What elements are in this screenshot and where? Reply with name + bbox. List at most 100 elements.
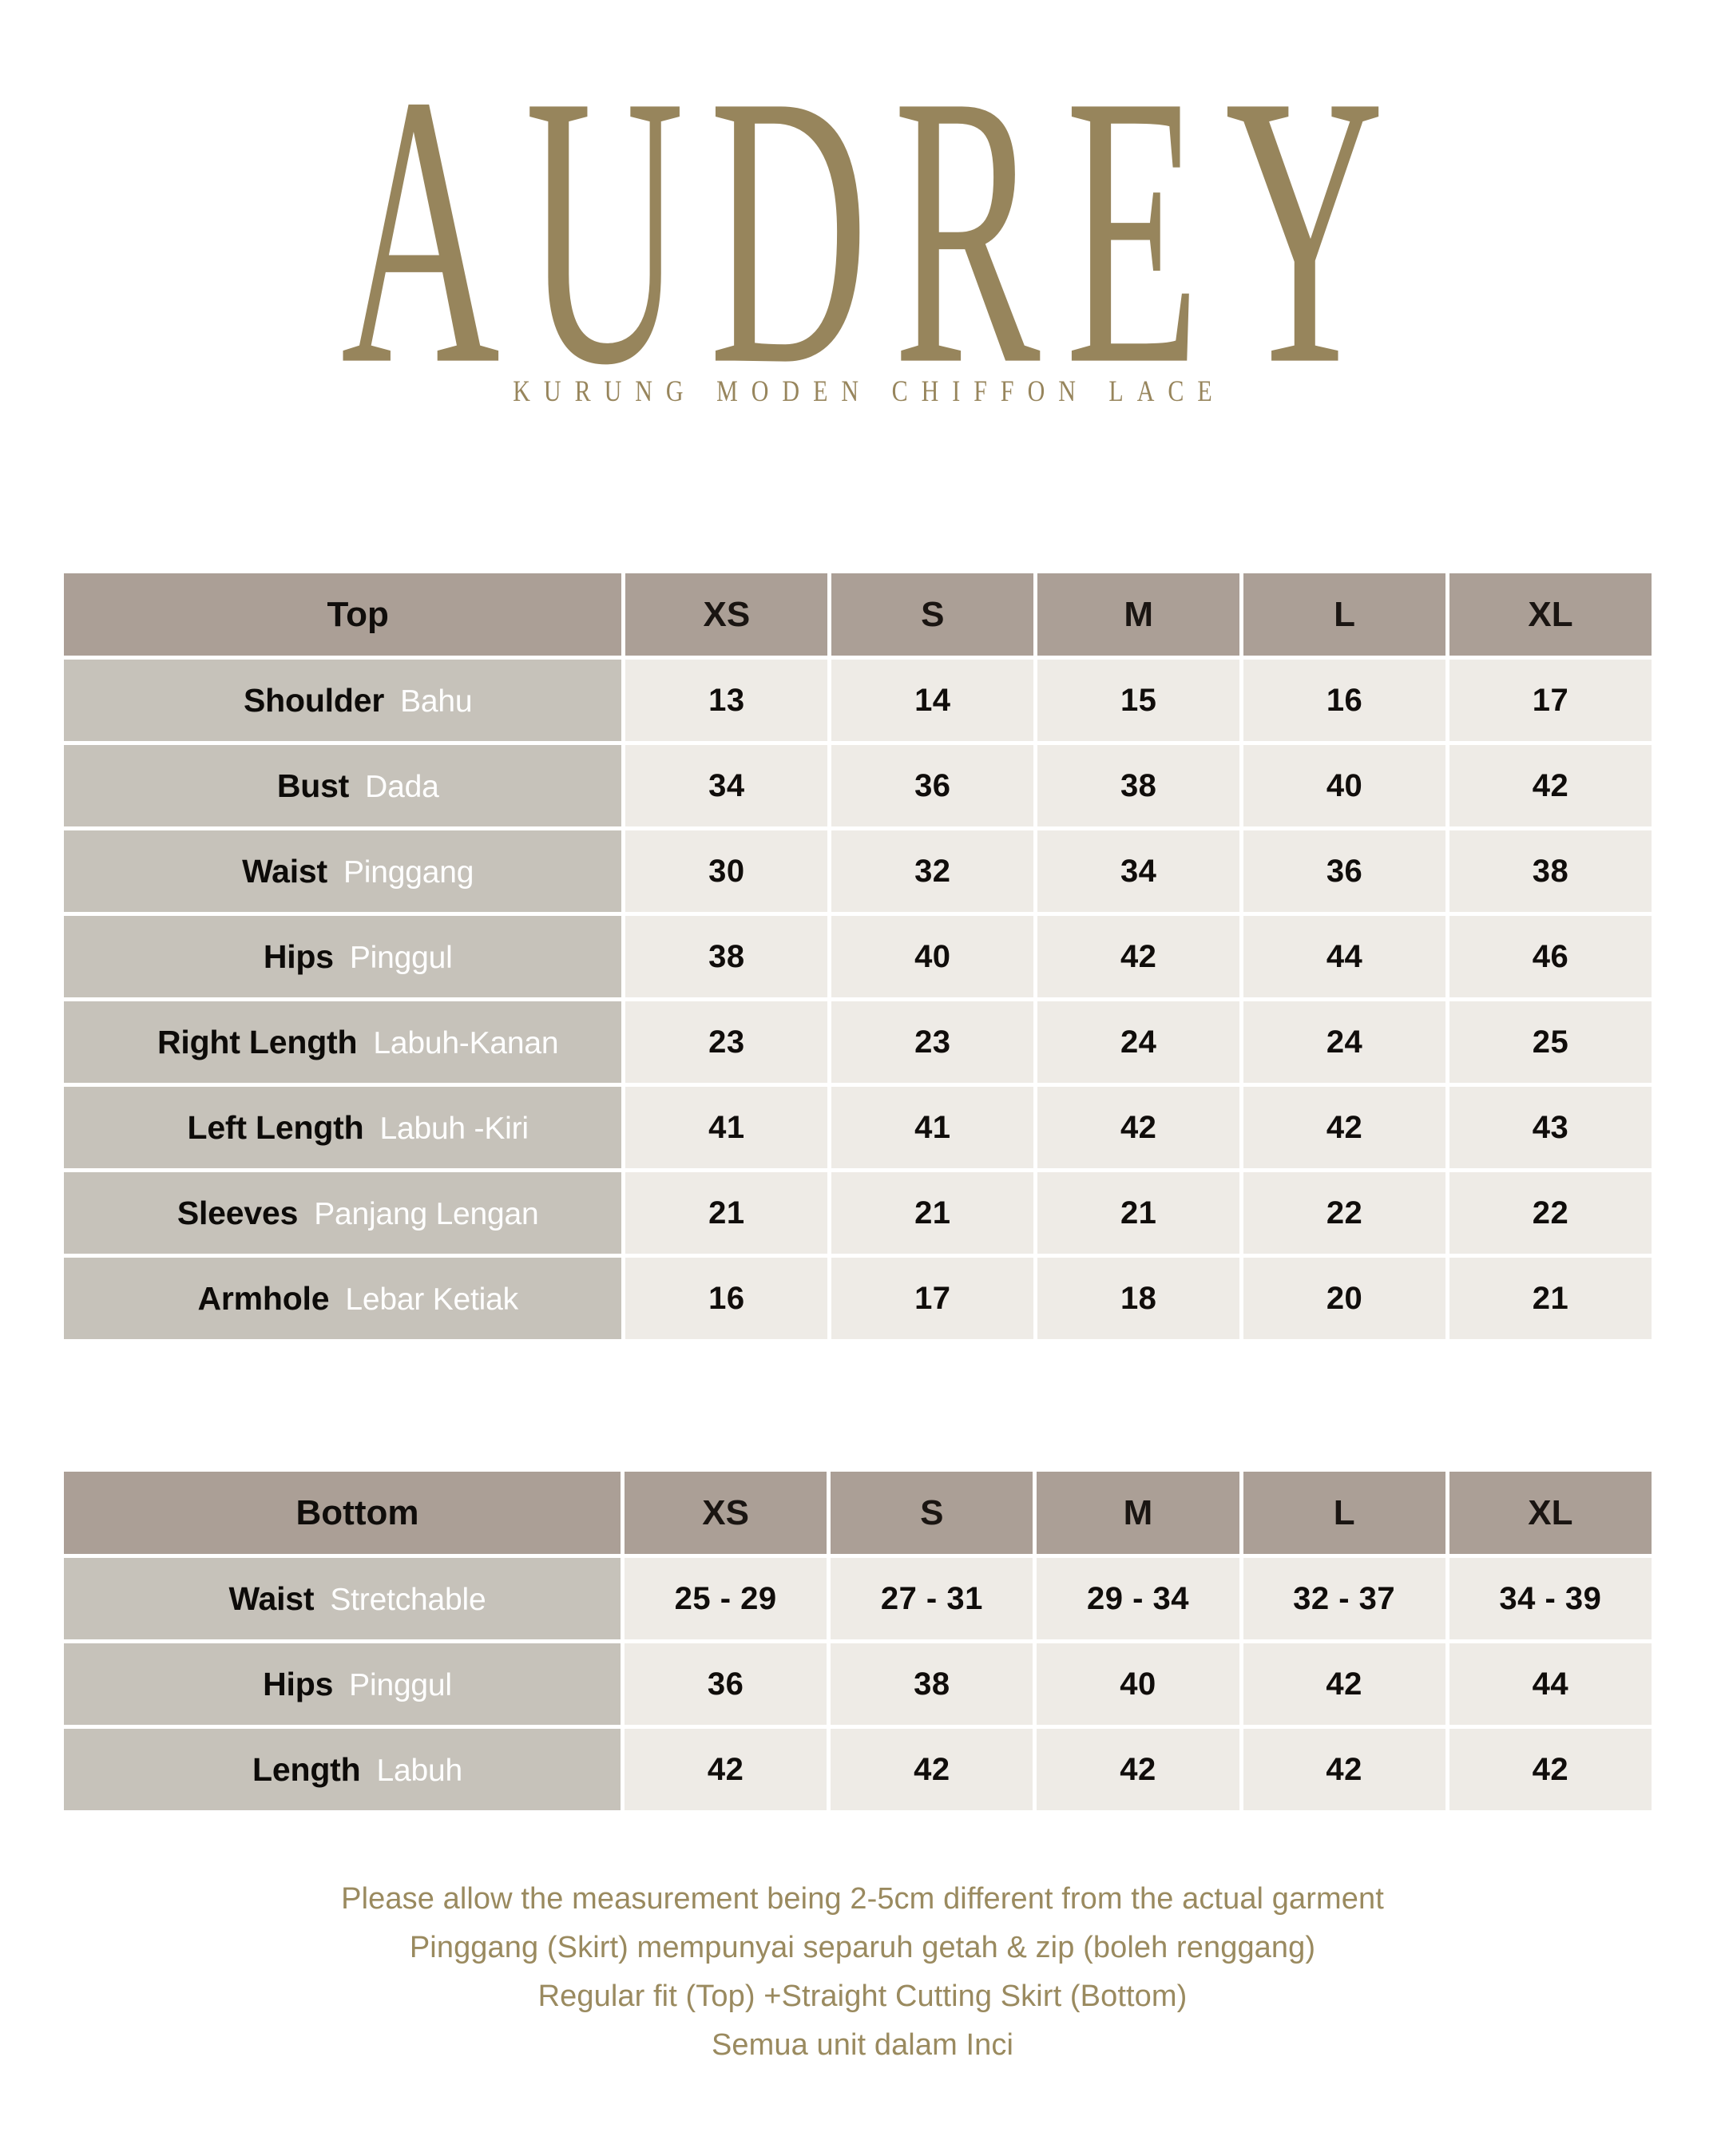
table-header-row: Bottom XS S M L XL [64, 1472, 1652, 1554]
bottom-table-head: Bottom XS S M L XL [64, 1472, 1652, 1554]
measurement-value: 36 [625, 1643, 827, 1725]
measurement-value: 22 [1449, 1172, 1652, 1254]
table-row: Shoulder Bahu 13 14 15 16 17 [64, 660, 1652, 741]
measurement-label: Right Length Labuh-Kanan [64, 1001, 622, 1083]
bottom-section-label: Bottom [64, 1472, 621, 1554]
measurement-label-ms: Pinggang [343, 854, 474, 890]
measurement-value: 36 [1243, 830, 1445, 912]
measurement-label: Length Labuh [64, 1729, 621, 1810]
measurement-value: 41 [831, 1087, 1034, 1168]
note-measurement-tolerance: Please allow the measurement being 2-5cm… [341, 1882, 1384, 1916]
note-skirt-waistband: Pinggang (Skirt) mempunyai separuh getah… [409, 1931, 1316, 1964]
bottom-size-table-container: Bottom XS S M L XL Waist Stretchable 25 -… [64, 1472, 1660, 1810]
top-table-head: Top XS S M L XL [64, 573, 1652, 656]
table-row: Length Labuh 42 42 42 42 42 [64, 1729, 1652, 1810]
measurement-value: 18 [1037, 1258, 1240, 1339]
measurement-label: Sleeves Panjang Lengan [64, 1172, 622, 1254]
measurement-value: 42 [1037, 916, 1240, 997]
measurement-label: Shoulder Bahu [64, 660, 622, 741]
measurement-label-ms: Labuh-Kanan [373, 1025, 559, 1060]
bottom-table-body: Waist Stretchable 25 - 29 27 - 31 29 - 34… [64, 1558, 1652, 1810]
column-header-m: M [1037, 1472, 1239, 1554]
measurement-label-ms: Stretchable [330, 1582, 486, 1617]
measurement-value: 46 [1449, 916, 1652, 997]
measurement-value: 34 [1037, 830, 1240, 912]
measurement-value: 21 [1449, 1258, 1652, 1339]
measurement-label: Bust Dada [64, 745, 622, 826]
measurement-label-en: Hips [263, 937, 334, 975]
measurement-value: 34 [625, 745, 828, 826]
measurement-value: 25 - 29 [625, 1558, 827, 1639]
measurement-value: 30 [625, 830, 828, 912]
measurement-value: 42 [625, 1729, 827, 1810]
table-row: Hips Pinggul 38 40 42 44 46 [64, 916, 1652, 997]
measurement-value: 20 [1243, 1258, 1445, 1339]
measurement-value: 27 - 31 [831, 1558, 1033, 1639]
measurement-value: 16 [1243, 660, 1445, 741]
measurement-value: 36 [831, 745, 1034, 826]
measurement-label-ms: Bahu [400, 684, 473, 719]
measurement-value: 24 [1243, 1001, 1445, 1083]
measurement-value: 41 [625, 1087, 828, 1168]
note-fit-description: Regular fit (Top) +Straight Cutting Skir… [537, 1980, 1188, 2013]
measurement-value: 21 [831, 1172, 1034, 1254]
measurement-value: 17 [1449, 660, 1652, 741]
table-row: Waist Pinggang 30 32 34 36 38 [64, 830, 1652, 912]
measurement-label: Waist Pinggang [64, 830, 622, 912]
measurement-value: 34 - 39 [1449, 1558, 1652, 1639]
table-row: Hips Pinggul 36 38 40 42 44 [64, 1643, 1652, 1725]
table-row: Waist Stretchable 25 - 29 27 - 31 29 - 34… [64, 1558, 1652, 1639]
column-header-l: L [1243, 573, 1445, 656]
measurement-value: 32 - 37 [1243, 1558, 1445, 1639]
measurement-value: 42 [1449, 1729, 1652, 1810]
measurement-value: 29 - 34 [1037, 1558, 1239, 1639]
column-header-xs: XS [625, 1472, 827, 1554]
measurement-value: 13 [625, 660, 828, 741]
top-size-table: Top XS S M L XL Shoulder Bahu 13 14 15 16… [60, 569, 1656, 1343]
measurement-value: 42 [1243, 1643, 1445, 1725]
measurement-value: 16 [625, 1258, 828, 1339]
table-header-row: Top XS S M L XL [64, 573, 1652, 656]
top-size-table-container: Top XS S M L XL Shoulder Bahu 13 14 15 16… [64, 573, 1660, 1339]
measurement-label: Armhole Lebar Ketiak [64, 1258, 622, 1339]
top-section-label: Top [64, 573, 622, 656]
brand-header: AUDREY KURUNG MODEN CHIFFON LACE [0, 0, 1725, 445]
column-header-xs: XS [625, 573, 828, 656]
measurement-label-ms: Labuh [376, 1753, 462, 1788]
measurement-value: 44 [1243, 916, 1445, 997]
measurement-label-en: Left Length [187, 1108, 364, 1146]
measurement-value: 23 [625, 1001, 828, 1083]
note-unit: Semua unit dalam Inci [711, 2028, 1014, 2062]
measurement-value: 24 [1037, 1001, 1240, 1083]
column-header-l: L [1243, 1472, 1445, 1554]
table-row: Sleeves Panjang Lengan 21 21 21 22 22 [64, 1172, 1652, 1254]
table-row: Right Length Labuh-Kanan 23 23 24 24 25 [64, 1001, 1652, 1083]
measurement-label-ms: Dada [365, 769, 439, 804]
measurement-value: 42 [1449, 745, 1652, 826]
measurement-label: Hips Pinggul [64, 916, 622, 997]
measurement-value: 43 [1449, 1087, 1652, 1168]
measurement-label-en: Length [252, 1750, 361, 1788]
measurement-label-en: Waist [242, 852, 327, 890]
measurement-value: 42 [1243, 1087, 1445, 1168]
measurement-value: 38 [1449, 830, 1652, 912]
brand-title: AUDREY [340, 15, 1410, 445]
measurement-value: 42 [1037, 1729, 1239, 1810]
measurement-value: 40 [1243, 745, 1445, 826]
measurement-label: Left Length Labuh -Kiri [64, 1087, 622, 1168]
measurement-value: 21 [625, 1172, 828, 1254]
measurement-value: 44 [1449, 1643, 1652, 1725]
measurement-label-en: Armhole [197, 1279, 330, 1317]
measurement-value: 38 [831, 1643, 1033, 1725]
measurement-value: 42 [831, 1729, 1033, 1810]
column-header-m: M [1037, 573, 1240, 656]
top-table-body: Shoulder Bahu 13 14 15 16 17 Bust Dada 34 … [64, 660, 1652, 1339]
column-header-xl: XL [1449, 1472, 1652, 1554]
measurement-label-en: Shoulder [244, 681, 385, 719]
measurement-value: 42 [1037, 1087, 1240, 1168]
measurement-value: 42 [1243, 1729, 1445, 1810]
column-header-s: S [831, 1472, 1033, 1554]
measurement-label-en: Right Length [157, 1023, 358, 1060]
measurement-label: Hips Pinggul [64, 1643, 621, 1725]
measurement-label-ms: Panjang Lengan [314, 1196, 539, 1231]
